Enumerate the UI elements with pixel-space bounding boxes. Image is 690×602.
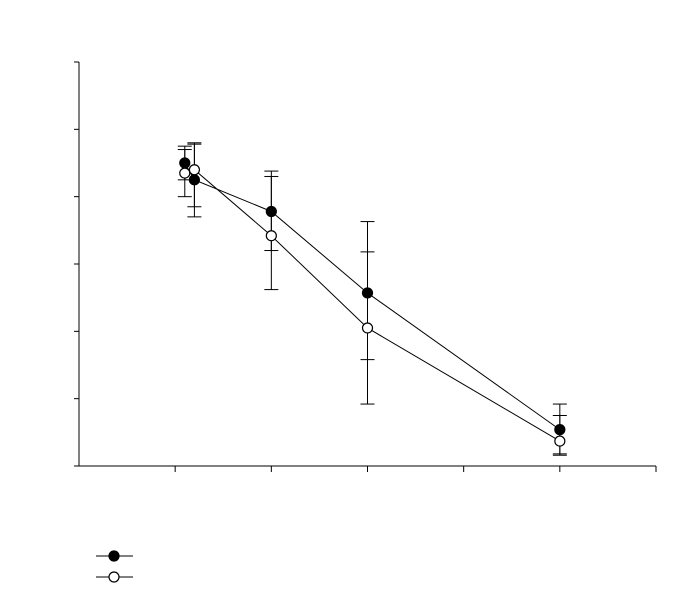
series-line-1: [184, 162, 561, 431]
filled-circle-point: [188, 174, 200, 186]
open-circle-point: [188, 164, 200, 176]
series-line-2: [184, 169, 561, 442]
data-points: [179, 157, 566, 447]
open-circle-point: [361, 322, 374, 334]
legend-filled-circle: [108, 550, 120, 562]
legend-open-circle: [108, 571, 120, 583]
filled-circle-point: [265, 205, 277, 218]
open-circle-point: [554, 435, 566, 447]
legend-entry-2: [96, 571, 133, 583]
filled-circle-point: [361, 287, 374, 299]
legend: [96, 550, 133, 583]
error-bar: [552, 415, 567, 456]
filled-circle-point: [179, 157, 191, 169]
open-circle-point: [265, 230, 277, 242]
open-circle-point: [179, 167, 191, 179]
axes: [74, 61, 657, 472]
filled-circle-point: [554, 424, 566, 436]
series-lines: [184, 162, 561, 442]
error-bars: [177, 142, 567, 456]
legend-entry-1: [96, 550, 133, 562]
